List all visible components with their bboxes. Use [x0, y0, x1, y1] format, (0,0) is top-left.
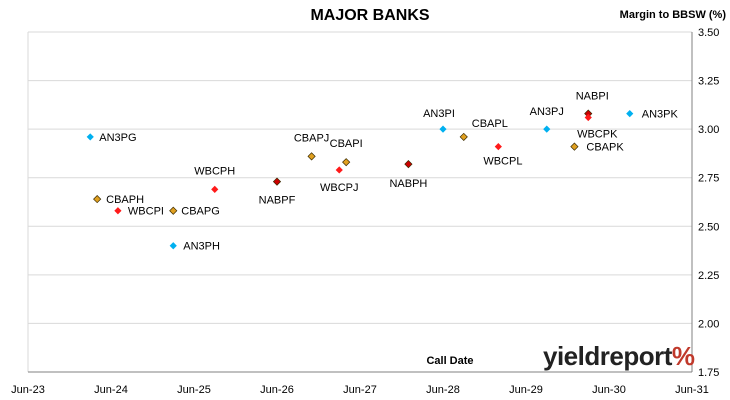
- y-tick-label: 2.00: [698, 318, 719, 330]
- y-tick-label: 3.50: [698, 27, 719, 39]
- point-label: AN3PG: [99, 132, 136, 144]
- data-point: [93, 194, 102, 204]
- data-point: [570, 142, 579, 151]
- x-tick-label: Jun-30: [592, 384, 626, 396]
- point-label: CBAPK: [586, 142, 624, 154]
- y-tick-label: 2.75: [698, 173, 719, 185]
- data-point: [169, 206, 178, 215]
- point-label: CBAPI: [330, 138, 363, 150]
- point-label: WBCPJ: [320, 182, 359, 194]
- brand-text: yieldreport: [543, 341, 672, 371]
- y-tick-label: 3.25: [698, 76, 719, 88]
- data-point: [459, 132, 468, 142]
- y-axis-label: Margin to BBSW (%): [619, 9, 726, 21]
- data-point: [335, 166, 343, 174]
- x-axis-label: Call Date: [426, 355, 474, 367]
- point-label: CBAPH: [106, 194, 144, 206]
- x-tick-label: Jun-31: [675, 384, 709, 396]
- data-point: [342, 158, 351, 167]
- point-label: AN3PI: [423, 108, 455, 120]
- data-point: [86, 133, 94, 141]
- data-point: [584, 113, 592, 122]
- point-label: WBCPH: [194, 165, 235, 177]
- point-label: NABPI: [576, 91, 609, 103]
- point-label: WBCPK: [577, 128, 618, 140]
- point-label: NABPF: [259, 195, 296, 207]
- point-label: AN3PH: [183, 241, 220, 253]
- y-tick-label: 2.25: [698, 270, 719, 282]
- data-point: [169, 242, 177, 250]
- chart-title: MAJOR BANKS: [310, 7, 430, 24]
- brand-percent-icon: %: [671, 341, 695, 371]
- point-label: WBCPL: [483, 156, 522, 168]
- x-tick-label: Jun-29: [509, 384, 543, 396]
- y-tick-label: 3.00: [698, 124, 719, 136]
- x-tick-label: Jun-25: [177, 384, 211, 396]
- point-label: NABPH: [389, 178, 427, 190]
- point-label: CBAPJ: [294, 132, 329, 144]
- data-point: [494, 143, 502, 151]
- x-tick-label: Jun-28: [426, 384, 460, 396]
- data-point: [439, 125, 447, 133]
- point-label: CBAPG: [181, 206, 220, 218]
- data-point: [211, 185, 219, 193]
- x-tick-label: Jun-24: [94, 384, 128, 396]
- data-point: [626, 110, 634, 118]
- point-label: CBAPL: [472, 118, 508, 130]
- point-label: AN3PK: [642, 109, 679, 121]
- data-point: [307, 152, 316, 161]
- point-label: AN3PJ: [530, 106, 564, 118]
- y-tick-label: 2.50: [698, 221, 719, 233]
- data-point: [272, 177, 282, 186]
- brand-logo: yieldreport%: [543, 341, 695, 372]
- y-tick-label: 1.75: [698, 367, 719, 379]
- x-tick-label: Jun-23: [11, 384, 45, 396]
- data-point: [543, 125, 551, 133]
- x-tick-label: Jun-26: [260, 384, 294, 396]
- data-point: [404, 160, 413, 169]
- data-point: [114, 207, 122, 215]
- point-label: WBCPI: [128, 206, 164, 218]
- x-tick-label: Jun-27: [343, 384, 377, 396]
